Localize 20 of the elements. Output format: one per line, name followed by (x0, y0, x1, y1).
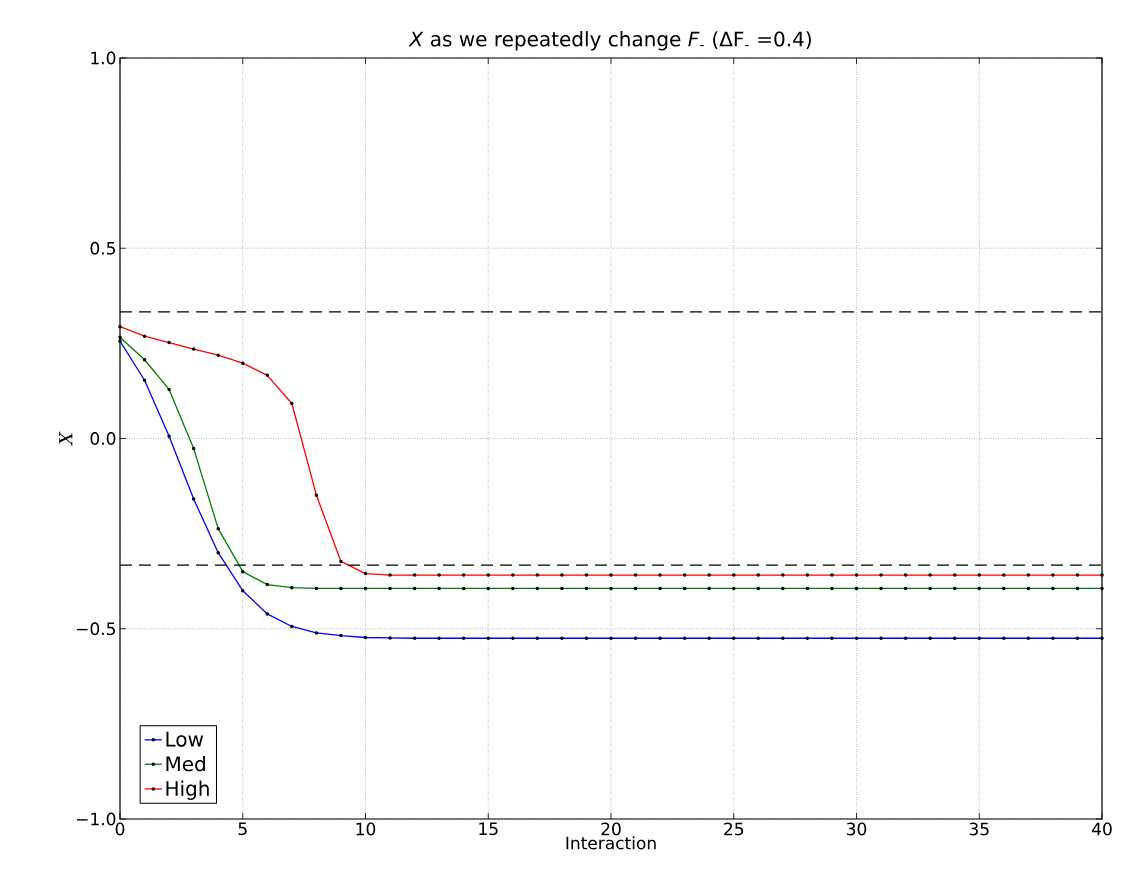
chart-title: X as we repeatedly change F$_{-}$ (ΔF$_{-}$ =0.4) (408, 31, 811, 51)
x-tick-label: 35 (969, 822, 989, 836)
x-tick-label: 0 (115, 822, 125, 836)
y-tick-label: −1.0 (76, 812, 116, 826)
y-axis-title: X (59, 431, 73, 447)
y-tick-label: 0.0 (90, 432, 116, 445)
y-tick-label: −0.5 (76, 622, 115, 636)
x-tick-label: 30 (846, 822, 867, 836)
x-tick-label: 25 (724, 822, 744, 836)
x-axis-title: Interaction (566, 836, 656, 850)
legend-label: Low (166, 731, 204, 747)
x-tick-label: 20 (601, 822, 621, 836)
x-tick-label: 10 (356, 822, 376, 836)
x-tick-label: 5 (238, 822, 247, 836)
x-tick-label: 40 (1092, 822, 1112, 836)
legend-label: High (166, 780, 209, 800)
legend-label: Med (166, 755, 205, 772)
y-tick-label: 0.5 (90, 241, 115, 255)
y-tick-label: 1.0 (91, 51, 116, 65)
x-tick-label: 15 (479, 822, 498, 836)
